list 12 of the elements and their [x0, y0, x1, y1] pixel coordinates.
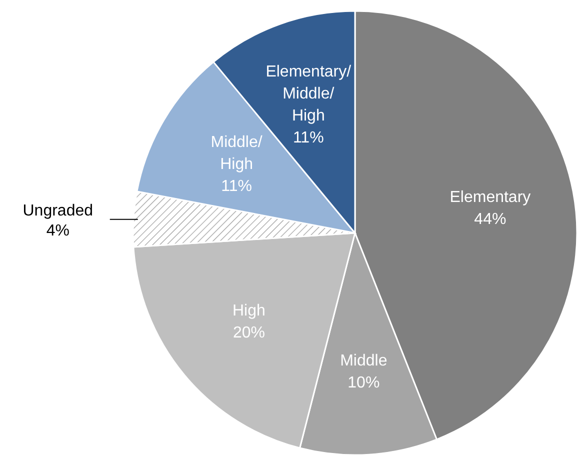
slice-label: Elementary/Middle/High	[266, 63, 352, 124]
data-label: 20%	[232, 324, 265, 342]
data-label: 4%	[46, 222, 70, 240]
slice-label: Middle/High	[210, 134, 263, 173]
data-label: 10%	[348, 374, 380, 392]
slice-label: Ungraded	[22, 202, 94, 220]
data-label: 11%	[221, 178, 252, 195]
slice-label: Middle	[340, 352, 388, 370]
data-label: 11%	[292, 129, 324, 146]
slice-label: Elementary	[450, 189, 531, 206]
slice-label: High	[232, 302, 266, 320]
data-label: 44%	[474, 211, 506, 228]
